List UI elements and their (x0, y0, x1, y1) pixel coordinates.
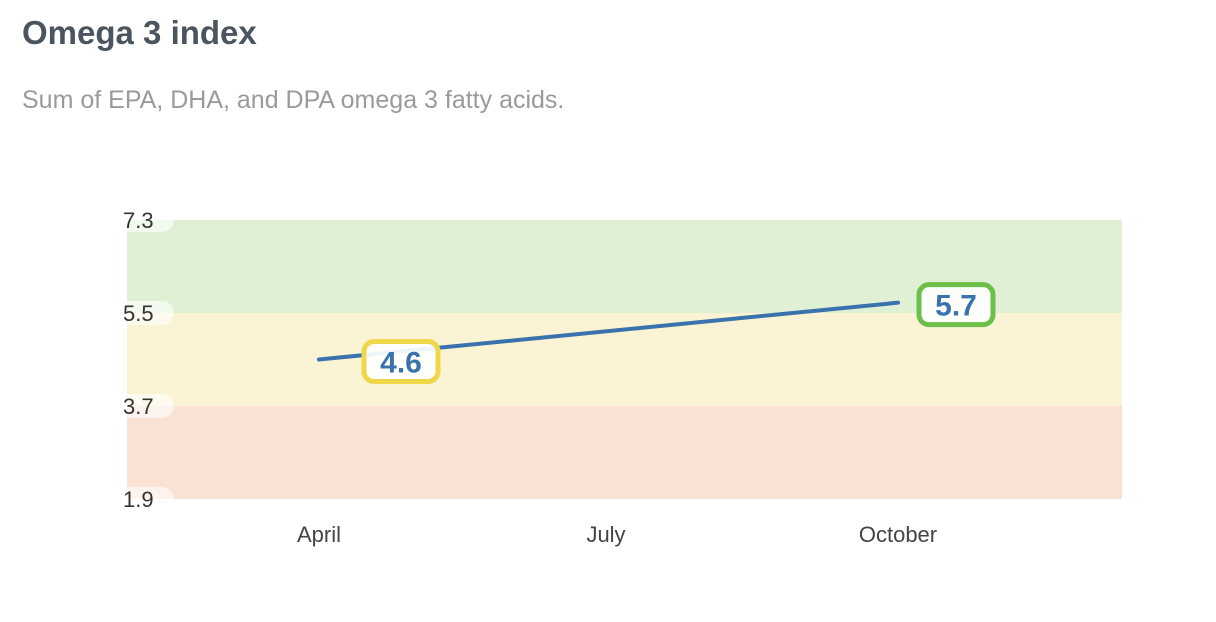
x-tick-label: October (859, 522, 937, 547)
y-tick-bg (112, 301, 174, 325)
x-tick-label: July (586, 522, 625, 547)
data-point-marker (916, 282, 996, 328)
y-tick-label: 1.9 (123, 487, 154, 512)
y-tick-label: 3.7 (123, 394, 154, 419)
data-point-marker (361, 339, 441, 384)
chart-title: Omega 3 index (22, 14, 257, 51)
data-label: 5.7 (935, 290, 977, 323)
y-tick-bg (112, 487, 174, 511)
data-label: 4.6 (380, 347, 422, 380)
range-band-0 (127, 406, 1122, 499)
chart-subtitle: Sum of EPA, DHA, and DPA omega 3 fatty a… (22, 86, 565, 114)
y-tick-label: 7.3 (123, 208, 154, 233)
x-tick-label: April (297, 522, 341, 547)
y-tick-bg (112, 208, 174, 232)
y-tick-label: 5.5 (123, 301, 154, 326)
y-tick-bg (112, 394, 174, 418)
